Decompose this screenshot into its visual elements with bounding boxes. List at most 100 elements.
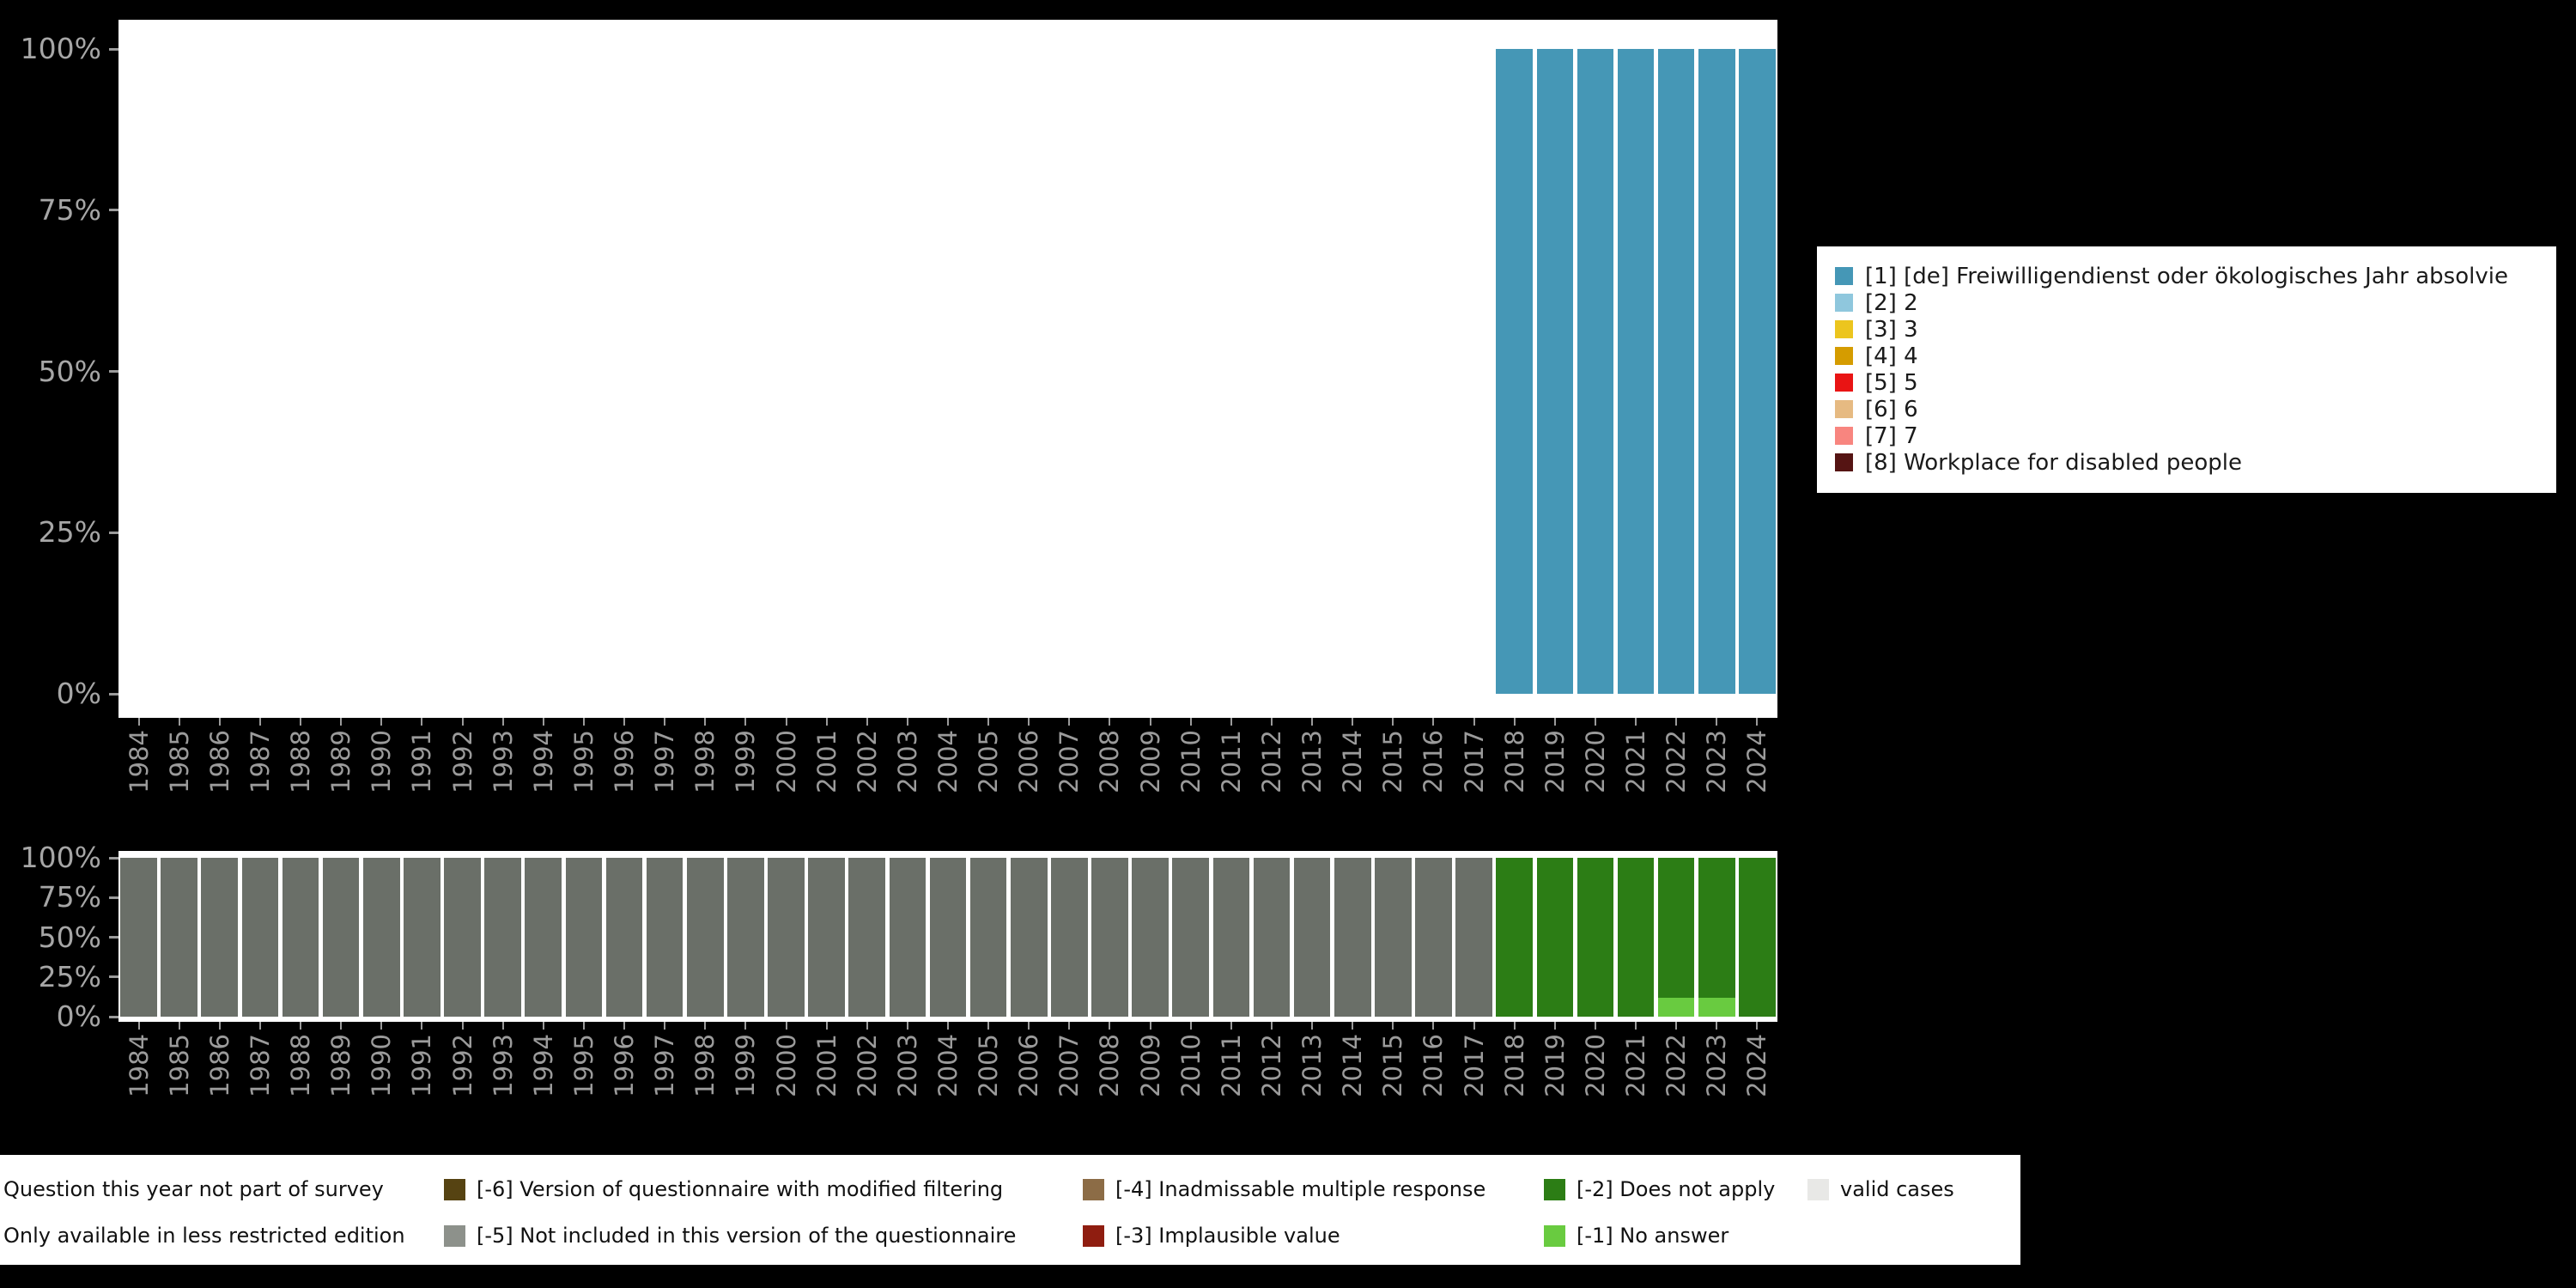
x-tick-label: 2008 (1095, 1034, 1125, 1097)
x-tick-label: 1998 (690, 730, 720, 793)
x-tick-label: 2010 (1176, 1034, 1206, 1097)
x-tick-mark (1068, 718, 1071, 726)
bar-segment (1051, 858, 1088, 1017)
x-tick-mark (1392, 718, 1394, 726)
x-tick-label: 2016 (1419, 730, 1449, 793)
x-tick-mark (704, 718, 707, 726)
y-tick-mark (109, 896, 118, 899)
x-tick-label: 2017 (1459, 730, 1489, 793)
x-tick-label: 2009 (1135, 1034, 1165, 1097)
x-tick-label: 1990 (367, 730, 397, 793)
bar-segment (1739, 49, 1776, 694)
x-tick-label: 2021 (1621, 1034, 1651, 1097)
bar-segment (1657, 997, 1695, 1017)
x-tick-mark (300, 1022, 302, 1030)
x-tick-mark (664, 1022, 666, 1030)
y-tick-label: 50% (38, 920, 101, 954)
x-tick-label: 1985 (164, 1034, 194, 1097)
legend-item: [2] 2 (1835, 290, 2556, 317)
bar-segment (241, 858, 279, 1017)
x-tick-mark (1230, 1022, 1232, 1030)
x-tick-label: 2014 (1338, 730, 1368, 793)
y-tick-mark (109, 370, 118, 373)
bar-segment (1617, 858, 1655, 1017)
x-tick-mark (1270, 718, 1273, 726)
x-tick-label: 1987 (245, 730, 275, 793)
x-tick-label: 2022 (1662, 730, 1692, 793)
x-tick-mark (623, 718, 626, 726)
x-tick-label: 2004 (933, 730, 963, 793)
x-tick-label: 2006 (1014, 1034, 1044, 1097)
bar-segment (322, 858, 360, 1017)
x-tick-label: 2005 (974, 730, 1004, 793)
legend-swatch-icon (444, 1179, 465, 1200)
x-tick-mark (1513, 1022, 1516, 1030)
x-tick-mark (1149, 1022, 1151, 1030)
x-tick-label: 1999 (731, 730, 761, 793)
legend-swatch-icon (1835, 374, 1853, 392)
x-tick-mark (906, 718, 908, 726)
bar-segment (1617, 49, 1655, 694)
bar-segment (120, 858, 157, 1017)
missing-legend-item: [-1] No answer (1544, 1224, 1728, 1248)
x-tick-label: 1989 (326, 730, 356, 793)
bar-segment (404, 858, 440, 1017)
bar-segment (282, 858, 319, 1017)
y-tick-label: 25% (38, 959, 101, 993)
x-tick-label: 2018 (1499, 1034, 1529, 1097)
x-tick-mark (461, 1022, 464, 1030)
y-tick-mark (109, 531, 118, 534)
x-tick-label: 1985 (164, 730, 194, 793)
x-tick-label: 1993 (488, 730, 518, 793)
x-tick-mark (1109, 1022, 1111, 1030)
y-tick-mark (109, 936, 118, 939)
x-tick-mark (178, 1022, 180, 1030)
x-tick-label: 1996 (610, 730, 640, 793)
x-tick-label: 1989 (326, 1034, 356, 1097)
y-tick-label: 0% (56, 677, 101, 710)
legend-label: [3] 3 (1865, 317, 1918, 343)
x-tick-mark (1432, 1022, 1435, 1030)
x-tick-mark (542, 718, 544, 726)
x-tick-label: 1993 (488, 1034, 518, 1097)
bar-segment (1132, 858, 1169, 1017)
x-tick-mark (947, 1022, 949, 1030)
x-tick-mark (461, 718, 464, 726)
x-tick-label: 1984 (124, 1034, 154, 1097)
x-tick-mark (785, 1022, 787, 1030)
x-tick-mark (582, 1022, 585, 1030)
legend-swatch-icon (1835, 347, 1853, 365)
x-tick-label: 2022 (1662, 1034, 1692, 1097)
x-tick-mark (218, 718, 221, 726)
x-tick-label: 1997 (650, 1034, 680, 1097)
y-tick-label: 75% (38, 192, 101, 227)
bar-segment (646, 858, 683, 1017)
x-tick-label: 2003 (892, 1034, 922, 1097)
missing-legend-label: [-4] Inadmissable multiple response (1115, 1177, 1486, 1201)
x-tick-mark (947, 718, 949, 726)
x-tick-mark (987, 1022, 990, 1030)
legend-swatch-icon (1083, 1179, 1104, 1200)
legend-swatch-icon (1083, 1225, 1104, 1247)
legend-swatch-icon (1544, 1179, 1565, 1200)
x-tick-label: 1996 (610, 1034, 640, 1097)
bar-segment (484, 858, 521, 1017)
x-tick-mark (1311, 1022, 1314, 1030)
legend-item: [7] 7 (1835, 423, 2556, 450)
x-tick-label: 2010 (1176, 730, 1206, 793)
x-tick-label: 1988 (286, 1034, 316, 1097)
x-tick-mark (1068, 1022, 1071, 1030)
y-tick-label: 100% (20, 841, 101, 874)
legend-swatch-icon (444, 1225, 465, 1247)
legend-label: [4] 4 (1865, 343, 1918, 369)
x-tick-label: 1986 (204, 1034, 234, 1097)
x-tick-label: 1994 (528, 730, 558, 793)
x-tick-label: 2007 (1054, 730, 1084, 793)
x-tick-mark (380, 1022, 383, 1030)
x-tick-mark (1635, 718, 1637, 726)
x-tick-label: 1984 (124, 730, 154, 793)
bar-segment (1496, 858, 1533, 1017)
x-tick-mark (1716, 718, 1718, 726)
bar-segment (1698, 858, 1735, 998)
